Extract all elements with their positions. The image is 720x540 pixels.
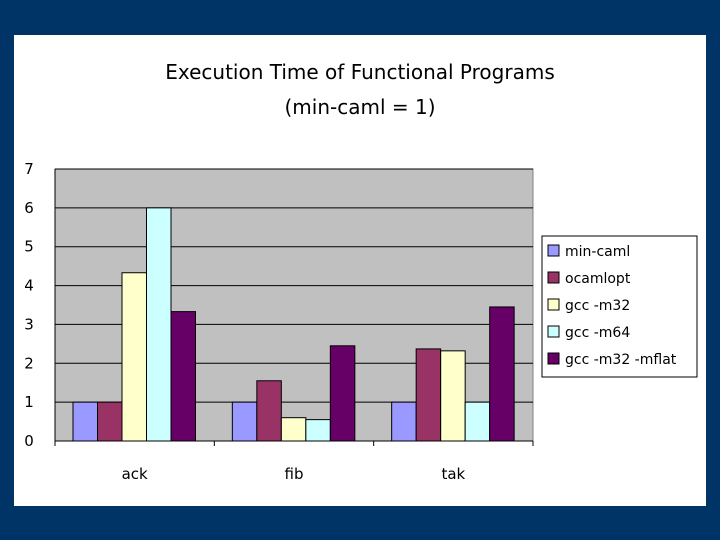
bar-tak-gcc--m32--mflat bbox=[489, 306, 515, 442]
bar-fib-min-caml bbox=[231, 401, 258, 442]
y-tick-labels: 0 1 2 3 4 5 6 7 bbox=[24, 160, 34, 450]
bar-chart: Execution Time of Functional Programs (m… bbox=[24, 60, 698, 483]
y-tick-label: 4 bbox=[24, 277, 34, 295]
legend-swatch bbox=[547, 352, 560, 365]
bar-ack-gcc--m32 bbox=[121, 272, 147, 442]
bar-ack-min-caml bbox=[72, 401, 98, 442]
y-tick-label: 6 bbox=[24, 199, 34, 217]
bar-tak-gcc--m64 bbox=[464, 401, 491, 442]
y-tick-label: 2 bbox=[24, 354, 34, 372]
y-tick-label: 3 bbox=[24, 315, 34, 333]
y-tick-label: 0 bbox=[24, 432, 34, 450]
bar-ack-gcc--m64 bbox=[146, 207, 172, 442]
y-tick-label: 1 bbox=[24, 393, 34, 411]
legend-label: gcc -m64 bbox=[565, 325, 630, 341]
legend: min-caml ocamlopt gcc -m32 gcc -m64 gcc -m32… bbox=[541, 235, 698, 378]
legend-label: ocamlopt bbox=[565, 271, 631, 287]
bar-tak-ocamlopt bbox=[415, 348, 442, 442]
legend-swatch bbox=[547, 271, 560, 284]
legend-box bbox=[541, 235, 698, 378]
x-category-label: tak bbox=[441, 465, 465, 483]
legend-label: gcc -m32 -mflat bbox=[565, 352, 677, 368]
bar-fib-gcc--m32--mflat bbox=[329, 345, 356, 442]
bar-tak-min-caml bbox=[391, 401, 417, 442]
legend-swatch bbox=[547, 298, 560, 311]
bar-tak-gcc--m32 bbox=[440, 350, 466, 442]
slide: Execution Time of Functional Programs (m… bbox=[14, 35, 706, 506]
bar-ack-ocamlopt bbox=[97, 401, 123, 442]
bar-fib-gcc--m64 bbox=[305, 419, 331, 442]
chart-title: Execution Time of Functional Programs bbox=[165, 60, 554, 84]
legend-swatch bbox=[547, 325, 560, 338]
bar-fib-gcc--m32 bbox=[280, 417, 307, 442]
bar-fib-ocamlopt bbox=[256, 380, 282, 442]
legend-label: gcc -m32 bbox=[565, 298, 630, 314]
x-category-label: fib bbox=[285, 465, 304, 483]
y-tick-label: 7 bbox=[24, 160, 34, 178]
y-tick-label: 5 bbox=[24, 238, 34, 256]
bars bbox=[72, 207, 515, 442]
chart-subtitle: (min-caml = 1) bbox=[284, 95, 435, 119]
legend-swatch bbox=[547, 244, 560, 257]
axes bbox=[54, 169, 534, 446]
legend-label: min-caml bbox=[565, 244, 630, 260]
bar-ack-gcc--m32--mflat bbox=[170, 311, 196, 442]
x-category-labels: ack fib tak bbox=[122, 465, 466, 483]
x-category-label: ack bbox=[122, 465, 148, 483]
